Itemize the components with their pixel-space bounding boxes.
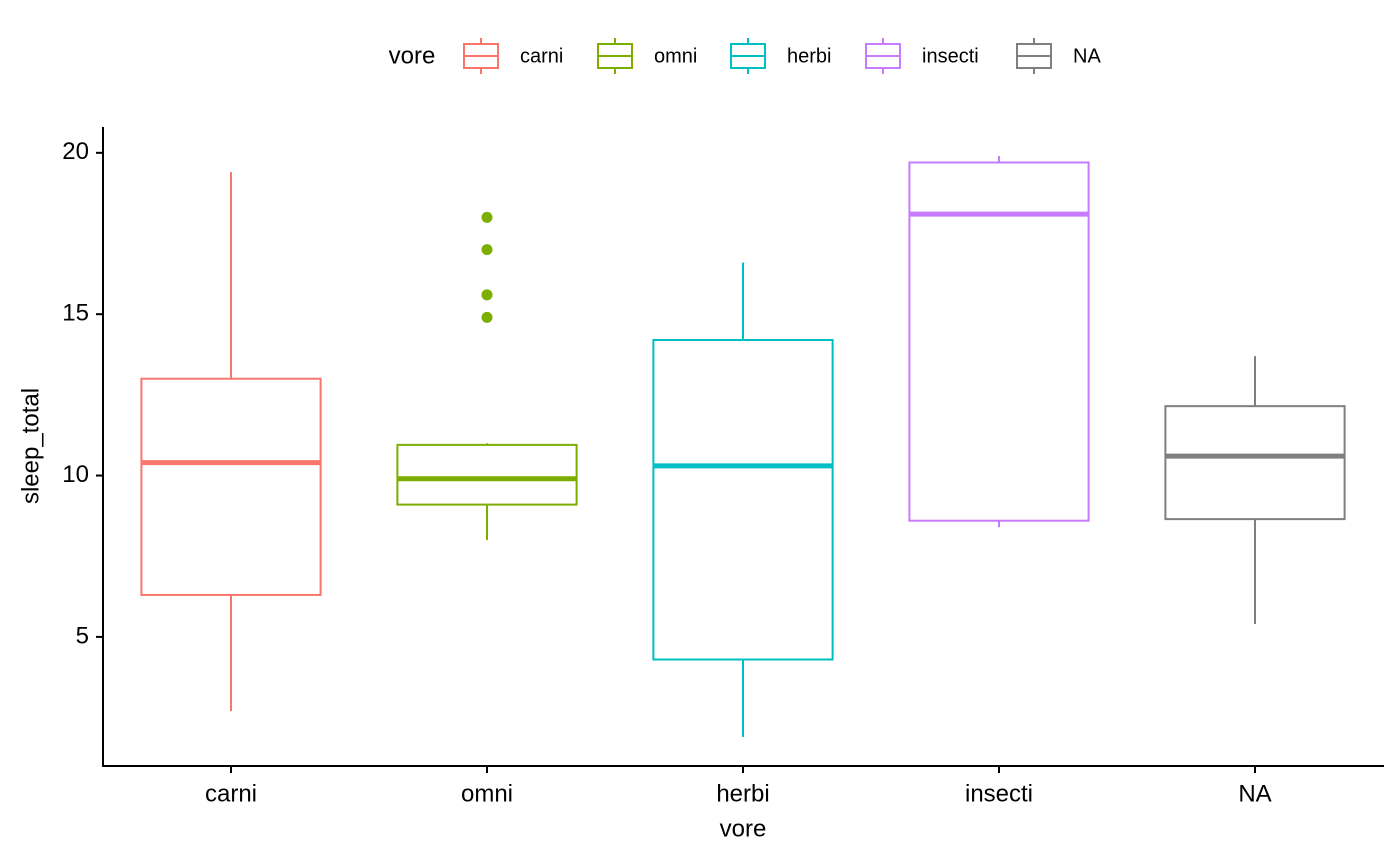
box: [1164, 405, 1346, 521]
legend-label: omni: [654, 45, 697, 67]
legend-label: herbi: [787, 45, 831, 67]
y-tick-label: 10: [62, 461, 89, 488]
outlier: [481, 311, 493, 323]
x-tick-label: insecti: [965, 780, 1033, 807]
x-axis-title: vore: [720, 815, 767, 842]
box: [140, 377, 322, 596]
y-axis-title: sleep_total: [17, 388, 44, 504]
y-tick-label: 20: [62, 138, 89, 165]
legend-label: carni: [520, 45, 563, 67]
y-tick-label: 5: [76, 622, 89, 649]
x-tick-label: NA: [1238, 780, 1271, 807]
box: [908, 161, 1090, 522]
x-tick-label: herbi: [716, 780, 769, 807]
x-tick-label: omni: [461, 780, 513, 807]
legend-title: vore: [389, 42, 436, 69]
outlier: [481, 244, 493, 256]
box: [652, 339, 834, 661]
legend-label: NA: [1073, 45, 1101, 67]
y-tick-label: 15: [62, 300, 89, 327]
legend-label: insecti: [922, 45, 979, 67]
box: [396, 443, 578, 506]
x-tick-label: carni: [205, 780, 257, 807]
outlier: [481, 211, 493, 223]
outlier: [481, 289, 493, 301]
